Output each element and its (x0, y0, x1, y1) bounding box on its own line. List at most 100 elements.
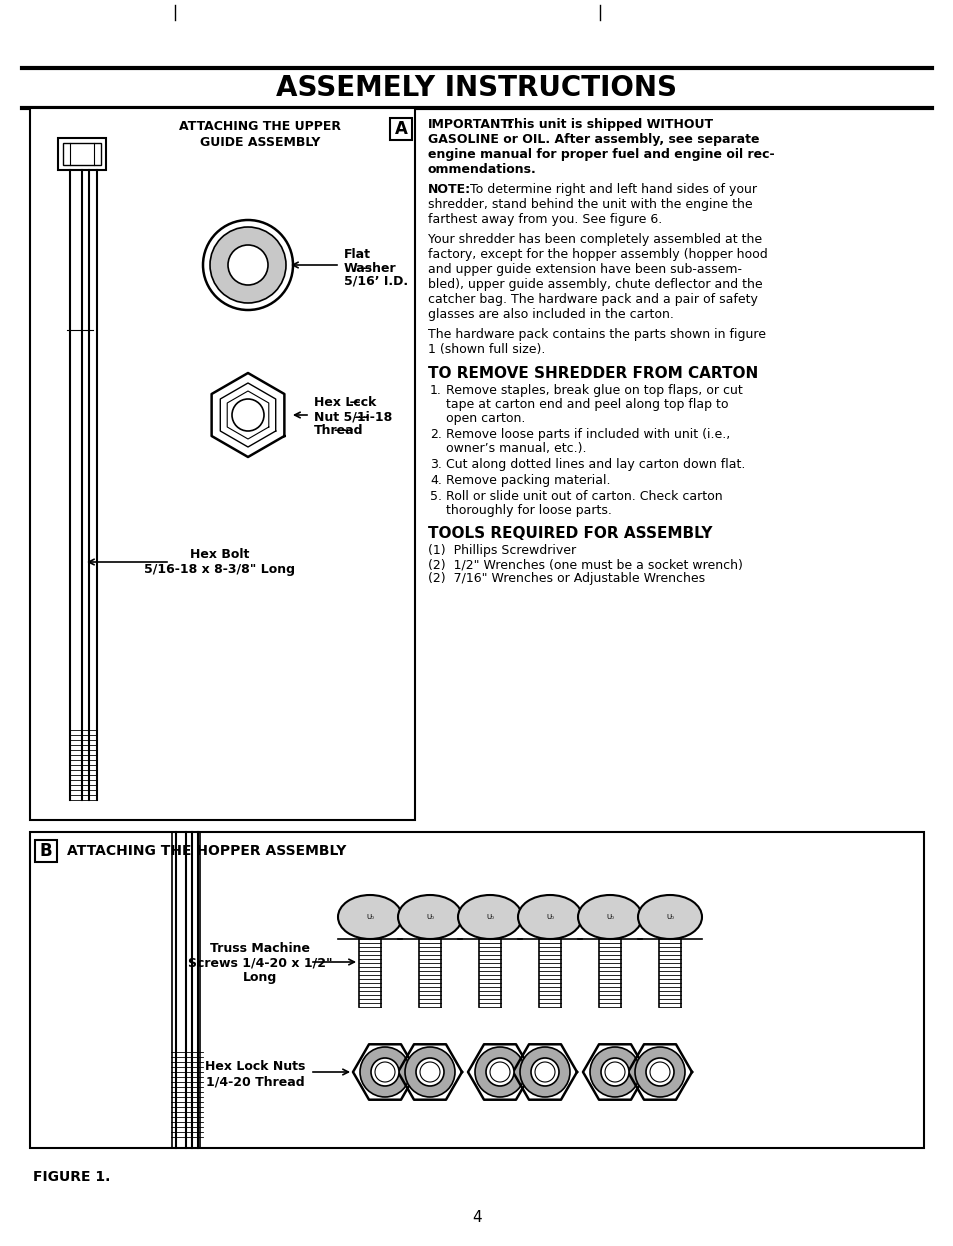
Text: B: B (40, 842, 52, 860)
Circle shape (475, 1047, 524, 1096)
Text: and upper guide extension have been sub-assem-: and upper guide extension have been sub-… (428, 263, 741, 277)
Text: Cut along dotted lines and lay carton down flat.: Cut along dotted lines and lay carton do… (446, 459, 744, 471)
Circle shape (535, 1062, 555, 1082)
Ellipse shape (337, 895, 401, 939)
Circle shape (531, 1058, 558, 1087)
Text: 4: 4 (472, 1211, 481, 1226)
Ellipse shape (638, 895, 701, 939)
Text: thoroughly for loose parts.: thoroughly for loose parts. (446, 503, 611, 517)
Circle shape (645, 1058, 673, 1087)
Circle shape (203, 221, 293, 310)
Text: ommendations.: ommendations. (428, 163, 537, 176)
Text: Screws 1/4-20 x 1/2": Screws 1/4-20 x 1/2" (188, 957, 332, 969)
Text: Long: Long (243, 972, 276, 984)
Text: (2)  1/2" Wrenches (one must be a socket wrench): (2) 1/2" Wrenches (one must be a socket … (428, 558, 742, 571)
Text: U₀: U₀ (545, 915, 554, 920)
Circle shape (232, 399, 264, 431)
Text: open carton.: open carton. (446, 412, 525, 425)
Text: 2.: 2. (430, 427, 441, 441)
Circle shape (371, 1058, 398, 1087)
Text: 4.: 4. (430, 473, 441, 487)
Text: Remove packing material.: Remove packing material. (446, 473, 610, 487)
Text: TOOLS REQUIRED FOR ASSEMBLY: TOOLS REQUIRED FOR ASSEMBLY (428, 526, 712, 541)
Bar (390, 118, 412, 140)
Text: Was̶her: Was̶her (344, 262, 396, 274)
Text: Hex Bolt: Hex Bolt (190, 548, 250, 562)
Circle shape (210, 227, 286, 303)
Polygon shape (468, 1044, 532, 1100)
Ellipse shape (457, 895, 521, 939)
Text: FIGURE 1.: FIGURE 1. (33, 1170, 111, 1184)
Circle shape (635, 1047, 684, 1096)
Ellipse shape (578, 895, 641, 939)
Text: 5.: 5. (430, 490, 441, 503)
Text: ATTACHING THE HOPPER ASSEMBLY: ATTACHING THE HOPPER ASSEMBLY (67, 844, 346, 858)
Text: NOTE:: NOTE: (428, 183, 471, 196)
Bar (58, 138, 106, 169)
Bar (30, 832, 923, 1148)
Polygon shape (212, 373, 284, 457)
Circle shape (416, 1058, 443, 1087)
Text: catcher bag. The hardware pack and a pair of safety: catcher bag. The hardware pack and a pai… (428, 293, 757, 307)
Circle shape (359, 1047, 410, 1096)
Text: factory, except for the hopper assembly (hopper hood: factory, except for the hopper assembly … (428, 248, 767, 260)
Text: To determine right and left hand sides of your: To determine right and left hand sides o… (465, 183, 757, 196)
Text: The hardware pack contains the parts shown in figure: The hardware pack contains the parts sho… (428, 328, 765, 341)
Text: U₀: U₀ (665, 915, 673, 920)
Circle shape (228, 245, 268, 285)
Text: Hex Lock Nuts: Hex Lock Nuts (205, 1060, 305, 1074)
Text: Thre̶a̶d: Thre̶a̶d (314, 425, 363, 437)
Text: IMPORTANT:: IMPORTANT: (428, 118, 514, 131)
Text: farthest away from you. See figure 6.: farthest away from you. See figure 6. (428, 213, 661, 226)
Text: owner’s manual, etc.).: owner’s manual, etc.). (446, 442, 586, 455)
Text: U₀: U₀ (485, 915, 494, 920)
Text: Remove loose parts if included with unit (i.e.,: Remove loose parts if included with unit… (446, 427, 729, 441)
Text: Roll or slide unit out of carton. Check carton: Roll or slide unit out of carton. Check … (446, 490, 721, 503)
Bar (63, 143, 101, 164)
Polygon shape (353, 1044, 416, 1100)
Bar (35, 840, 57, 862)
Text: tape at carton end and peel along top flap to: tape at carton end and peel along top fl… (446, 397, 728, 411)
Text: TO REMOVE SHREDDER FROM CARTON: TO REMOVE SHREDDER FROM CARTON (428, 366, 758, 381)
Text: 5/16’ I.D.: 5/16’ I.D. (344, 274, 408, 288)
Text: shredder, stand behind the unit with the engine the: shredder, stand behind the unit with the… (428, 198, 752, 211)
Text: bled), upper guide assembly, chute deflector and the: bled), upper guide assembly, chute defle… (428, 278, 761, 292)
Text: A: A (395, 120, 407, 138)
Circle shape (405, 1047, 455, 1096)
Ellipse shape (517, 895, 581, 939)
Ellipse shape (397, 895, 461, 939)
Text: 1 (shown full size).: 1 (shown full size). (428, 343, 545, 356)
Text: ASSEMELY INSTRUCTIONS: ASSEMELY INSTRUCTIONS (276, 74, 677, 102)
Polygon shape (513, 1044, 577, 1100)
Text: Truss Machine: Truss Machine (210, 942, 310, 954)
Circle shape (490, 1062, 510, 1082)
Text: (1)  Phillips Screwdriver: (1) Phillips Screwdriver (428, 545, 576, 557)
Circle shape (604, 1062, 624, 1082)
Text: GUIDE ASSEMBLY: GUIDE ASSEMBLY (199, 137, 320, 150)
Circle shape (649, 1062, 669, 1082)
Circle shape (485, 1058, 514, 1087)
Text: engine manual for proper fuel and engine oil rec-: engine manual for proper fuel and engine… (428, 148, 774, 161)
Text: 5/16-18 x 8-3/8" Long: 5/16-18 x 8-3/8" Long (144, 563, 295, 577)
Text: U₀: U₀ (366, 915, 374, 920)
Text: Flat: Flat (344, 248, 371, 262)
Circle shape (419, 1062, 439, 1082)
Text: U₀: U₀ (605, 915, 614, 920)
Text: 1/4-20 Thread: 1/4-20 Thread (206, 1075, 304, 1089)
Text: 3.: 3. (430, 459, 441, 471)
Circle shape (375, 1062, 395, 1082)
Circle shape (589, 1047, 639, 1096)
Text: GASOLINE or OIL. After assembly, see separate: GASOLINE or OIL. After assembly, see sep… (428, 133, 759, 146)
Bar (30, 108, 415, 820)
Polygon shape (397, 1044, 461, 1100)
Text: ATTACHING THE UPPER: ATTACHING THE UPPER (179, 121, 340, 133)
Text: This unit is shipped WITHOUT: This unit is shipped WITHOUT (500, 118, 713, 131)
Circle shape (519, 1047, 569, 1096)
Circle shape (600, 1058, 628, 1087)
Text: Remove staples, break glue on top flaps, or cut: Remove staples, break glue on top flaps,… (446, 384, 742, 397)
Text: Hex Lc̶ck: Hex Lc̶ck (314, 396, 376, 410)
Text: Your shredder has been completely assembled at the: Your shredder has been completely assemb… (428, 233, 761, 245)
Text: U₀: U₀ (426, 915, 434, 920)
Text: Nut 5/1̶i̶-18: Nut 5/1̶i̶-18 (314, 410, 392, 424)
Polygon shape (582, 1044, 646, 1100)
